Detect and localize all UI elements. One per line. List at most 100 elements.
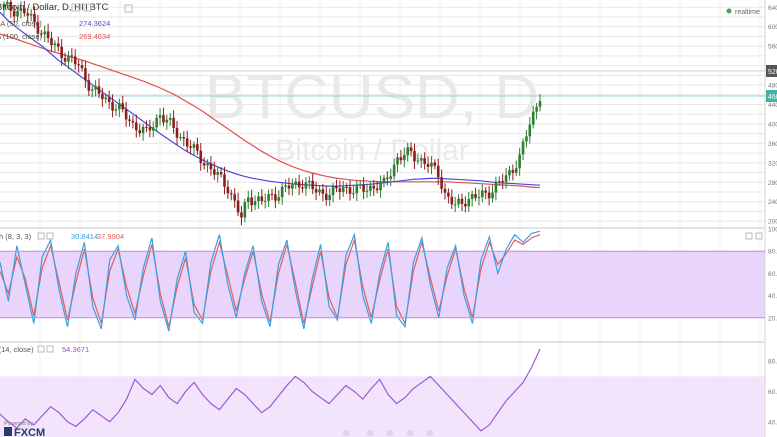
- candle-body: [6, 1, 9, 5]
- stoch-hide-icon[interactable]: [46, 232, 54, 240]
- settings-icon[interactable]: [71, 3, 80, 12]
- candle-body: [453, 204, 457, 206]
- candle-body: [433, 162, 437, 166]
- candle-body: [443, 188, 447, 193]
- axis-tick-label: 360: [768, 141, 777, 148]
- realtime-label: realtime: [735, 9, 760, 16]
- axis-tick-label: 100.00: [768, 227, 777, 234]
- axis-tick-label: 600: [768, 24, 777, 31]
- stoch-axis-ticks: 20.00 40.00 60.00 80.00 100.00: [768, 227, 777, 323]
- candle-body: [430, 162, 433, 167]
- candle-body: [90, 89, 94, 91]
- candle-body: [321, 189, 325, 194]
- candle-body: [43, 31, 47, 35]
- candle-body: [403, 155, 406, 161]
- candle-body: [50, 38, 53, 46]
- candle-body: [426, 163, 430, 167]
- candle-body: [80, 65, 84, 69]
- rsi-axis-ticks: 40.00 60.00 80.00: [768, 359, 777, 427]
- candle-body: [538, 101, 542, 107]
- rsi-hide-icon[interactable]: [46, 345, 54, 353]
- candle-body: [236, 200, 240, 213]
- axis-tick-label: 40.00: [768, 419, 777, 426]
- candle-body: [297, 181, 301, 188]
- rsi-band: [0, 376, 765, 437]
- candle-body: [87, 80, 91, 91]
- candle-body: [213, 169, 216, 175]
- current-price-tag: 460: [768, 94, 777, 101]
- axis-tick-label: 240: [768, 199, 777, 206]
- candle-body: [304, 182, 308, 189]
- stoch-maximize-icon[interactable]: [745, 232, 753, 240]
- stoch-label: Stoch (8, 3, 3): [0, 232, 32, 241]
- candle-body: [484, 190, 488, 193]
- candle-body: [284, 185, 287, 187]
- chart-title: Bitcoin / Dollar, D, HITBTC: [0, 2, 109, 13]
- candle-body: [185, 138, 189, 147]
- candle-body: [277, 197, 281, 201]
- ma-50-label: MA (50, close): [0, 19, 42, 28]
- candle-body: [294, 181, 298, 185]
- candle-body: [158, 115, 162, 118]
- candle-body: [12, 10, 16, 17]
- candle-body: [172, 117, 175, 129]
- candle-body: [399, 157, 403, 161]
- candle-body: [450, 196, 454, 205]
- candle-body: [331, 185, 335, 196]
- candle-body: [2, 4, 6, 8]
- candle-body: [477, 197, 481, 199]
- candles-group: [2, 0, 542, 226]
- candle-body: [175, 128, 179, 138]
- candle-body: [206, 163, 209, 166]
- price-axis-ticks: 200 240 280 320 360 400 440 480 560 600 640: [768, 5, 777, 226]
- candle-body: [151, 127, 155, 131]
- candle-body: [53, 43, 57, 46]
- candle-body: [67, 55, 70, 62]
- candle-body: [345, 186, 348, 188]
- candle-body: [118, 103, 121, 110]
- candle-body: [26, 13, 30, 16]
- rsi-settings-icon[interactable]: [37, 345, 45, 353]
- candle-body: [481, 190, 484, 198]
- candle-body: [135, 122, 138, 131]
- candle-body: [406, 147, 409, 156]
- watermark-symbol: BTCUSD, D: [205, 63, 539, 132]
- candle-body: [379, 182, 382, 191]
- fxcm-logo-text: FXCM: [14, 427, 45, 437]
- rsi-label: RSI (14, close): [0, 345, 34, 354]
- candle-body: [243, 202, 247, 218]
- header-legend-icons[interactable]: [71, 3, 133, 13]
- candle-body: [511, 170, 515, 173]
- candle-body: [508, 170, 511, 176]
- candle-body: [84, 68, 87, 81]
- ma-100-value: 269.4634: [79, 32, 110, 41]
- powered-by-label: Powered by: [4, 421, 33, 427]
- stoch-settings-icon[interactable]: [37, 232, 45, 240]
- candle-body: [504, 175, 508, 183]
- candle-body: [464, 203, 467, 207]
- axis-tick-label: 20.00: [768, 315, 777, 322]
- candle-body: [267, 194, 270, 201]
- candle-body: [335, 185, 338, 189]
- candle-body: [138, 130, 141, 134]
- candle-body: [423, 158, 426, 164]
- candle-body: [514, 168, 518, 173]
- candle-body: [56, 43, 60, 47]
- close-icon[interactable]: [124, 4, 133, 13]
- candle-body: [487, 192, 491, 199]
- candle-body: [291, 184, 294, 189]
- candle-body: [338, 188, 342, 192]
- candle-body: [270, 194, 274, 196]
- candle-body: [497, 181, 501, 183]
- candle-body: [386, 177, 389, 179]
- stoch-close-icon[interactable]: [755, 232, 763, 240]
- candle-body: [470, 194, 474, 199]
- axis-tick-label: 280: [768, 180, 777, 187]
- candle-body: [274, 194, 277, 201]
- candle-body: [114, 109, 118, 111]
- candle-body: [60, 46, 63, 59]
- timeline-scroll-icons[interactable]: [343, 430, 433, 436]
- candle-body: [352, 193, 355, 195]
- hide-icon[interactable]: [83, 3, 92, 12]
